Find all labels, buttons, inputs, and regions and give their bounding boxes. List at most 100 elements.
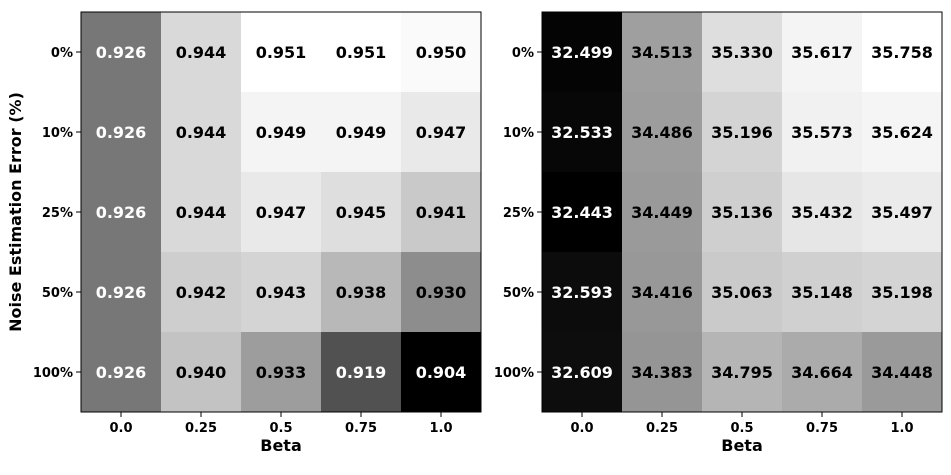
heatmap-cell-value: 34.416 [631,283,693,302]
heatmap-cell [81,92,162,173]
heatmap-cell [81,252,162,333]
heatmap-cell-value: 34.513 [631,43,693,62]
heatmap-cell [622,332,703,413]
heatmap-1-x-axis-label: Beta [260,436,302,455]
heatmap-cell [81,172,162,253]
heatmap-cell-value: 0.943 [256,283,307,302]
heatmap-cell-value: 0.944 [176,203,227,222]
heatmap-cell-value: 0.950 [416,43,467,62]
heatmap-cell-value: 35.497 [871,203,933,222]
heatmap-cell-value: 0.944 [176,123,227,142]
heatmap-cell-value: 34.449 [631,203,693,222]
heatmap-cell [81,12,162,93]
heatmap-cell [702,252,783,333]
heatmap-cell-value: 0.944 [176,43,227,62]
heatmap-cell [161,12,242,93]
heatmap-cell [622,92,703,173]
heatmap-cell-value: 35.758 [871,43,933,62]
heatmap-cell [702,172,783,253]
heatmap-cell [321,252,402,333]
heatmap-cell-value: 34.486 [631,123,693,142]
heatmap-cell [401,332,482,413]
heatmap-cell [542,332,623,413]
heatmap-cell [702,12,783,93]
heatmap-cell [241,12,322,93]
heatmap-cell-value: 0.926 [96,43,147,62]
heatmap-2-x-axis-label: Beta [721,436,763,455]
heatmap-cell [622,12,703,93]
heatmap-cell-value: 0.933 [256,363,307,382]
x-tick-label: 0.75 [806,421,838,436]
x-tick-label: 0.0 [570,421,593,436]
heatmap-cell-value: 0.926 [96,203,147,222]
heatmap-cell-value: 35.617 [791,43,853,62]
heatmap-cell-value: 0.941 [416,203,467,222]
x-tick-label: 1.0 [429,421,452,436]
x-tick-label: 0.75 [345,421,377,436]
heatmap-cell [401,172,482,253]
heatmap-cell [782,12,863,93]
heatmap-cell [702,92,783,173]
heatmap-cell [862,332,943,413]
heatmap-cell-value: 32.499 [551,43,613,62]
x-tick-label: 1.0 [890,421,913,436]
heatmap-cell [161,332,242,413]
heatmap-cell-value: 32.609 [551,363,613,382]
heatmap-cell-value: 34.448 [871,363,933,382]
heatmap-cell [622,172,703,253]
heatmap-cell-value: 0.947 [416,123,467,142]
heatmap-cell [782,172,863,253]
heatmap-cell [161,172,242,253]
heatmap-cell-value: 32.443 [551,203,613,222]
y-tick-label: 0% [51,46,73,61]
heatmap-cell [702,332,783,413]
x-tick-label: 0.25 [185,421,217,436]
heatmap-cell [241,92,322,173]
heatmap-cell-value: 0.945 [336,203,387,222]
heatmap-cell-value: 0.949 [256,123,307,142]
heatmap-cell-value: 35.573 [791,123,853,142]
heatmap-cell-value: 32.593 [551,283,613,302]
x-tick-label: 0.0 [109,421,132,436]
x-tick-label: 0.5 [269,421,292,436]
heatmap-cell [542,172,623,253]
heatmap-cell [241,172,322,253]
heatmap-cell [161,92,242,173]
heatmap-cell-value: 0.930 [416,283,467,302]
heatmap-cell-value: 35.136 [711,203,773,222]
heatmap-cell [622,252,703,333]
heatmap-cell [542,252,623,333]
x-tick-label: 0.5 [730,421,753,436]
y-tick-label: 10% [42,126,73,141]
heatmap-cell [782,252,863,333]
heatmap-cell [321,12,402,93]
heatmap-cell [401,252,482,333]
heatmap-cell-value: 0.947 [256,203,307,222]
heatmap-cell [81,332,162,413]
y-tick-label: 10% [503,126,534,141]
heatmap-cell [862,252,943,333]
y-tick-label: 50% [42,286,73,301]
heatmap-cell-value: 35.063 [711,283,773,302]
heatmap-cell [542,92,623,173]
heatmap-cell-value: 35.624 [871,123,933,142]
heatmap-cell-value: 35.330 [711,43,773,62]
heatmap-cell [321,92,402,173]
heatmap-1: 0.926 0.944 0.951 0.951 0.950 0.926 0.944 0.949… [33,11,482,436]
heatmap-cell [321,172,402,253]
heatmap-cell [782,332,863,413]
heatmap-cell-value: 32.533 [551,123,613,142]
heatmap-cell-value: 35.198 [871,283,933,302]
heatmap-cell-value: 0.926 [96,123,147,142]
y-tick-label: 25% [503,206,534,221]
y-tick-label: 50% [503,286,534,301]
x-tick-label: 0.25 [646,421,678,436]
heatmap-cell-value: 0.951 [256,43,307,62]
heatmap-cell-value: 0.951 [336,43,387,62]
heatmap-cell [862,12,943,93]
heatmap-cell [862,92,943,173]
heatmap-cell-value: 35.432 [791,203,853,222]
heatmap-cell [542,12,623,93]
heatmap-cell-value: 0.904 [416,363,467,382]
